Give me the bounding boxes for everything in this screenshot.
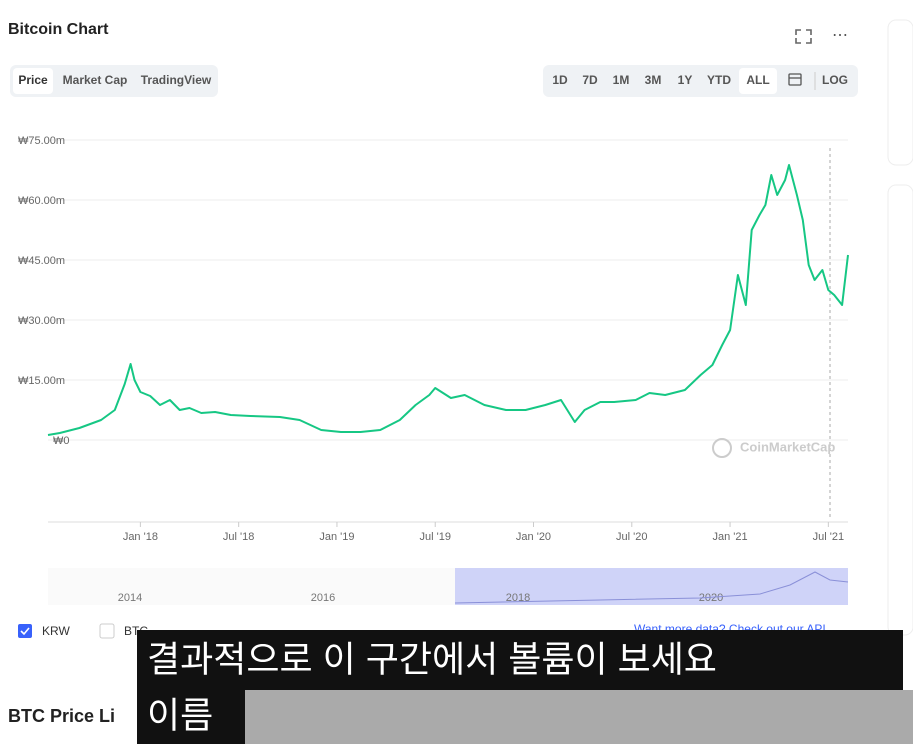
checkbox-checked[interactable] [18, 624, 32, 638]
caption-line: 이름 [147, 695, 213, 736]
range-bar [543, 65, 858, 97]
y-tick-label: ₩15.00m [18, 375, 65, 387]
tab-bar [10, 65, 218, 97]
price-line [47, 164, 849, 436]
x-tick-label: Jul '19 [419, 531, 450, 543]
navigator-label: 2020 [699, 592, 723, 604]
side-card [887, 184, 913, 636]
navigator-label: 2016 [311, 592, 335, 604]
range-button[interactable]: 1Y [678, 73, 693, 87]
side-card [887, 19, 913, 166]
x-tick-label: Jul '20 [616, 531, 647, 543]
tab[interactable]: TradingView [141, 73, 212, 87]
caption-shade [245, 690, 913, 744]
y-tick-label: ₩75.00m [18, 135, 65, 147]
range-button[interactable]: YTD [707, 73, 731, 87]
checkbox[interactable] [99, 623, 115, 639]
y-tick-label: ₩60.00m [18, 195, 65, 207]
tab-active [13, 68, 53, 94]
navigator-label: 2018 [506, 592, 530, 604]
range-button[interactable]: 3M [645, 73, 662, 87]
caption-line: 결과적으로 이 구간에서 볼륨이 보세요 [147, 639, 717, 680]
navigator-label: 2014 [118, 592, 142, 604]
range-button[interactable]: 7D [582, 73, 598, 87]
more-menu[interactable]: ⋯ [832, 27, 848, 44]
x-tick-label: Jul '21 [813, 531, 844, 543]
y-tick-label: ₩0 [53, 435, 70, 447]
calendar-icon[interactable] [788, 73, 802, 86]
fullscreen-icon[interactable] [795, 29, 812, 44]
tab[interactable]: Price [18, 73, 48, 87]
watermark-logo [712, 438, 732, 458]
navigator-line [454, 571, 849, 604]
check [20, 627, 30, 636]
y-tick-label: ₩30.00m [18, 315, 65, 327]
range-button[interactable]: LOG [822, 73, 848, 87]
caption-box [137, 690, 245, 744]
x-tick-label: Jan '20 [516, 531, 551, 543]
legend-label[interactable]: KRW [42, 624, 70, 638]
x-tick-label: Jan '18 [123, 531, 158, 543]
chart-title: Bitcoin Chart [8, 21, 109, 38]
range-button[interactable]: ALL [746, 73, 769, 87]
x-tick-label: Jan '19 [319, 531, 354, 543]
y-tick-label: ₩45.00m [18, 255, 65, 267]
range-button[interactable]: 1D [552, 73, 568, 87]
section-heading: BTC Price Li [8, 706, 115, 726]
range-active [739, 68, 777, 94]
watermark: CoinMarketCap [740, 439, 835, 454]
x-tick-label: Jan '21 [712, 531, 747, 543]
x-tick-label: Jul '18 [223, 531, 254, 543]
caption-box [137, 630, 903, 690]
range-button[interactable]: 1M [613, 73, 630, 87]
tab[interactable]: Market Cap [63, 73, 128, 87]
